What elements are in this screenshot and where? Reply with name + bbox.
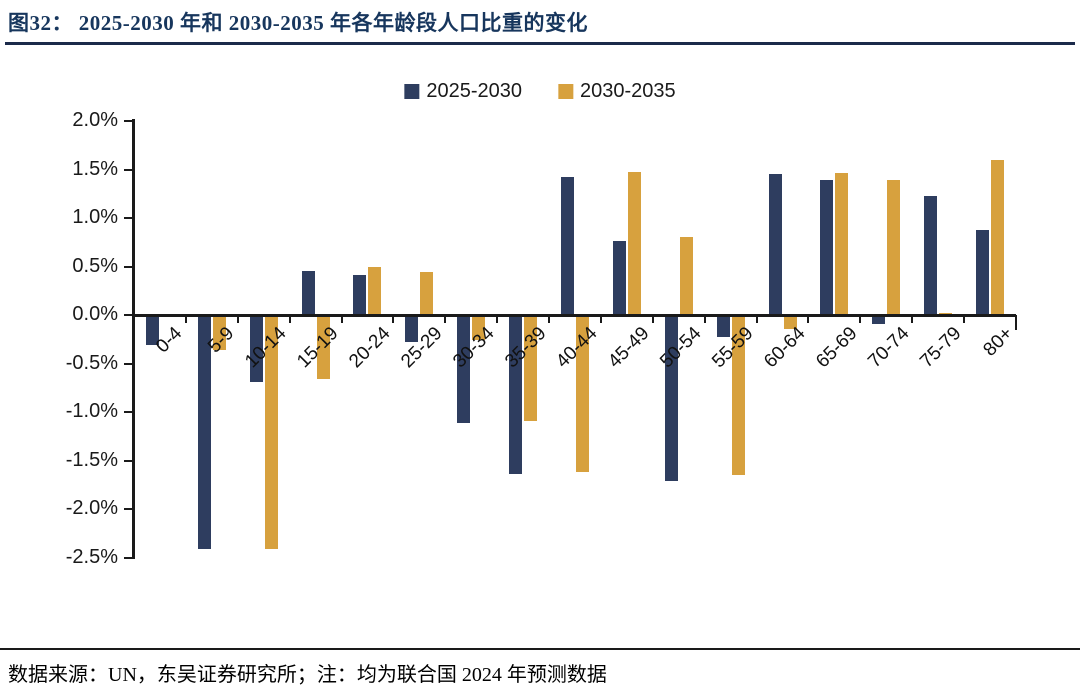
- x-axis-tick: [755, 315, 758, 324]
- bar-2030-2035-10-14: [264, 316, 278, 550]
- bar-2030-2035-25-29: [420, 271, 434, 316]
- x-axis-tick: [1015, 315, 1017, 331]
- source-note: 数据来源：UN，东吴证券研究所；注：均为联合国 2024 年预测数据: [8, 664, 607, 686]
- bar-2025-2030-10-14: [249, 316, 263, 383]
- x-axis-tick: [963, 315, 966, 324]
- y-axis-label: 1.5%: [72, 157, 118, 180]
- bar-2030-2035-15-19: [316, 316, 330, 380]
- bar-2030-2035-80+: [991, 159, 1005, 316]
- x-axis-tick: [651, 315, 654, 324]
- bar-chart: 2025-2030 2030-2035 2.0% 1.5% 1.0% 0.5% 0.0%…: [65, 80, 1017, 568]
- x-axis-tick: [288, 315, 291, 324]
- bar-2025-2030-70-74: [872, 316, 886, 324]
- plot-area: 0-4 5-9 10-14 15-19 20-24 25-29 30-34 35-39 40-4…: [134, 121, 1017, 678]
- x-axis-tick: [599, 315, 602, 324]
- x-axis-tick: [392, 315, 395, 324]
- y-axis-tick: [124, 265, 132, 268]
- bar-2025-2030-15-19: [301, 270, 315, 316]
- y-axis-tick: [124, 557, 132, 559]
- bar-2025-2030-30-34: [457, 316, 471, 424]
- y-axis-tick: [124, 217, 132, 220]
- y-axis-label: -2.5%: [65, 546, 118, 568]
- y-axis-tick: [124, 508, 132, 511]
- y-axis-label: 0.0%: [72, 303, 118, 326]
- x-axis-label-20-24: 20-24: [345, 323, 395, 373]
- bar-2025-2030-35-39: [509, 316, 523, 474]
- y-axis-tick: [124, 411, 132, 414]
- y-axis-label: 1.0%: [72, 206, 118, 229]
- bar-2025-2030-80+: [976, 229, 990, 316]
- bar-2030-2035-55-59: [731, 316, 745, 475]
- bar-2030-2035-35-39: [524, 316, 538, 422]
- y-axis-tick: [124, 314, 132, 317]
- x-axis-tick: [548, 315, 551, 324]
- x-axis-tick: [859, 315, 862, 324]
- x-axis-tick: [703, 315, 706, 324]
- bar-2025-2030-25-29: [405, 316, 419, 343]
- bar-2030-2035-70-74: [887, 180, 901, 316]
- x-axis-label-65-69: 65-69: [812, 323, 862, 373]
- legend-swatch-2030-2035: [558, 84, 573, 99]
- x-axis-label-80+: 80+: [979, 323, 1017, 361]
- x-axis-zero-line: [132, 314, 1016, 317]
- bar-2030-2035-5-9: [212, 316, 226, 351]
- bar-2030-2035-65-69: [835, 173, 849, 316]
- bar-2025-2030-45-49: [612, 241, 626, 316]
- bar-2025-2030-65-69: [820, 180, 834, 316]
- legend-item-2030-2035: 2030-2035: [558, 80, 676, 103]
- title-rule: [5, 42, 1075, 45]
- y-axis-line: [132, 119, 135, 559]
- x-axis-label-75-79: 75-79: [915, 323, 966, 373]
- y-axis-label: 2.0%: [72, 109, 118, 131]
- x-axis-tick: [444, 315, 447, 324]
- x-axis-tick: [496, 315, 499, 324]
- legend-label-2030-2035: 2030-2035: [580, 80, 676, 102]
- bar-2030-2035-40-44: [576, 316, 589, 472]
- bar-2025-2030-55-59: [716, 316, 730, 337]
- y-axis-label: -0.5%: [65, 351, 118, 374]
- x-axis-label-70-74: 70-74: [863, 323, 914, 373]
- bar-2030-2035-60-64: [783, 316, 797, 329]
- bar-2030-2035-20-24: [368, 266, 382, 316]
- legend-swatch-2025-2030: [404, 84, 420, 99]
- y-axis-label: -2.0%: [65, 497, 118, 520]
- y-axis-tick: [124, 459, 132, 462]
- legend-label-2025-2030: 2025-2030: [426, 80, 522, 102]
- legend-item-2025-2030: 2025-2030: [404, 80, 522, 103]
- bar-2025-2030-40-44: [561, 177, 574, 316]
- footer-rule: [0, 648, 1080, 650]
- x-axis-tick: [340, 315, 343, 324]
- x-axis-tick: [911, 315, 914, 324]
- y-axis-tick: [124, 168, 132, 171]
- bar-2030-2035-50-54: [679, 236, 693, 316]
- bar-2030-2035-45-49: [627, 172, 641, 316]
- bar-2025-2030-0-4: [145, 316, 159, 346]
- y-axis-label: -1.5%: [65, 448, 118, 471]
- bar-2025-2030-5-9: [197, 316, 211, 550]
- y-axis-label: 0.5%: [72, 254, 118, 277]
- y-axis-label: -1.0%: [65, 400, 118, 423]
- bar-2025-2030-60-64: [768, 174, 782, 316]
- x-axis-label-45-49: 45-49: [604, 323, 654, 373]
- x-axis-tick: [807, 315, 810, 324]
- x-axis-tick: [236, 315, 239, 324]
- bar-2030-2035-30-34: [472, 316, 486, 341]
- y-axis-tick: [124, 362, 132, 365]
- chart-legend: 2025-2030 2030-2035: [404, 80, 676, 103]
- bar-2025-2030-50-54: [664, 316, 678, 482]
- x-axis-tick: [184, 315, 187, 324]
- y-axis-tick: [124, 120, 132, 122]
- x-axis-label-60-64: 60-64: [760, 323, 810, 373]
- bar-2025-2030-20-24: [353, 275, 367, 316]
- bar-2025-2030-75-79: [924, 195, 938, 316]
- figure-title: 图32： 2025-2030 年和 2030-2035 年各年龄段人口比重的变化: [8, 11, 588, 35]
